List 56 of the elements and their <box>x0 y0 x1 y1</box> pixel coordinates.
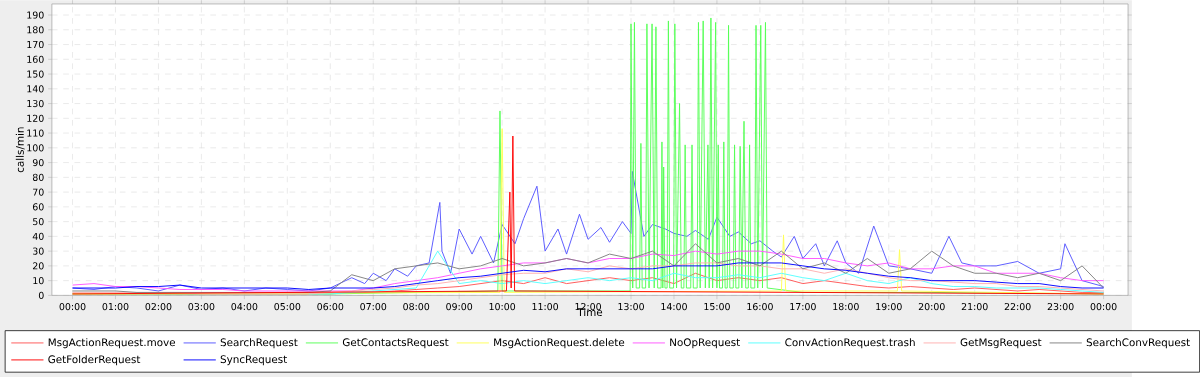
y-tick-label: 0 <box>38 291 44 299</box>
y-tick-label: 100 <box>27 144 44 152</box>
y-axis-title: calls/min <box>15 127 25 173</box>
legend-label: GetFolderRequest <box>48 354 141 366</box>
x-tick-label: 21:00 <box>961 302 988 310</box>
x-tick-label: 10:00 <box>489 302 516 310</box>
y-tick-label: 120 <box>27 114 44 122</box>
y-tick-label: 110 <box>27 129 44 137</box>
y-tick-label: 60 <box>32 203 44 211</box>
y-tick-label: 140 <box>27 85 44 93</box>
y-tick-label: 190 <box>27 11 44 19</box>
x-tick-label: 04:00 <box>231 302 258 310</box>
x-tick-label: 02:00 <box>145 302 172 310</box>
x-tick-label: 14:00 <box>661 302 687 310</box>
x-tick-label: 19:00 <box>876 302 902 310</box>
x-tick-label: 07:00 <box>360 302 387 310</box>
x-tick-label: 18:00 <box>833 302 859 310</box>
legend-label: NoOpRequest <box>670 338 740 348</box>
x-tick-label: 06:00 <box>317 302 344 310</box>
y-tick-label: 170 <box>27 40 44 48</box>
x-tick-label: 11:00 <box>532 302 559 310</box>
legend-label: GetMsgRequest <box>960 338 1042 348</box>
x-tick-label: 13:00 <box>618 302 644 310</box>
legend-label: MsgActionRequest.move <box>48 337 176 349</box>
x-tick-label: 01:00 <box>102 302 129 310</box>
y-tick-label: 160 <box>27 55 44 63</box>
x-tick-label: 09:00 <box>446 302 473 310</box>
y-tick-label: 10 <box>33 276 44 284</box>
x-tick-label: 23:00 <box>1047 302 1074 310</box>
y-tick-label: 130 <box>27 99 44 107</box>
y-tick-label: 40 <box>32 232 44 240</box>
x-tick-label: 08:00 <box>403 302 430 310</box>
legend-label: SyncRequest <box>220 355 287 365</box>
legend-label: ConvActionRequest.trash <box>785 337 915 349</box>
legend-label: GetContactsRequest <box>342 338 449 348</box>
y-tick-label: 180 <box>27 25 44 34</box>
legend-label: SearchConvRequest <box>1086 337 1190 349</box>
x-tick-label: 22:00 <box>1004 302 1031 310</box>
y-tick-label: 50 <box>33 217 44 225</box>
x-tick-label: 00:00 <box>59 302 86 310</box>
x-tick-label: 12:00 <box>575 302 602 310</box>
y-tick-label: 80 <box>32 173 44 181</box>
x-tick-label: 15:00 <box>704 302 730 310</box>
y-tick-label: 90 <box>32 158 44 166</box>
y-tick-label: 150 <box>27 70 44 78</box>
y-tick-label: 30 <box>33 247 44 255</box>
x-tick-label: 17:00 <box>790 302 816 310</box>
x-tick-label: 05:00 <box>274 302 301 310</box>
x-tick-label: 16:00 <box>747 302 773 310</box>
legend-label: SearchRequest <box>220 337 298 349</box>
y-tick-label: 70 <box>33 188 44 196</box>
x-tick-label: 20:00 <box>918 302 945 310</box>
y-tick-label: 20 <box>32 262 44 270</box>
x-tick-label: 03:00 <box>188 302 215 310</box>
x-tick-label: 00:00 <box>1090 302 1117 310</box>
legend-label: MsgActionRequest.delete <box>494 337 625 349</box>
